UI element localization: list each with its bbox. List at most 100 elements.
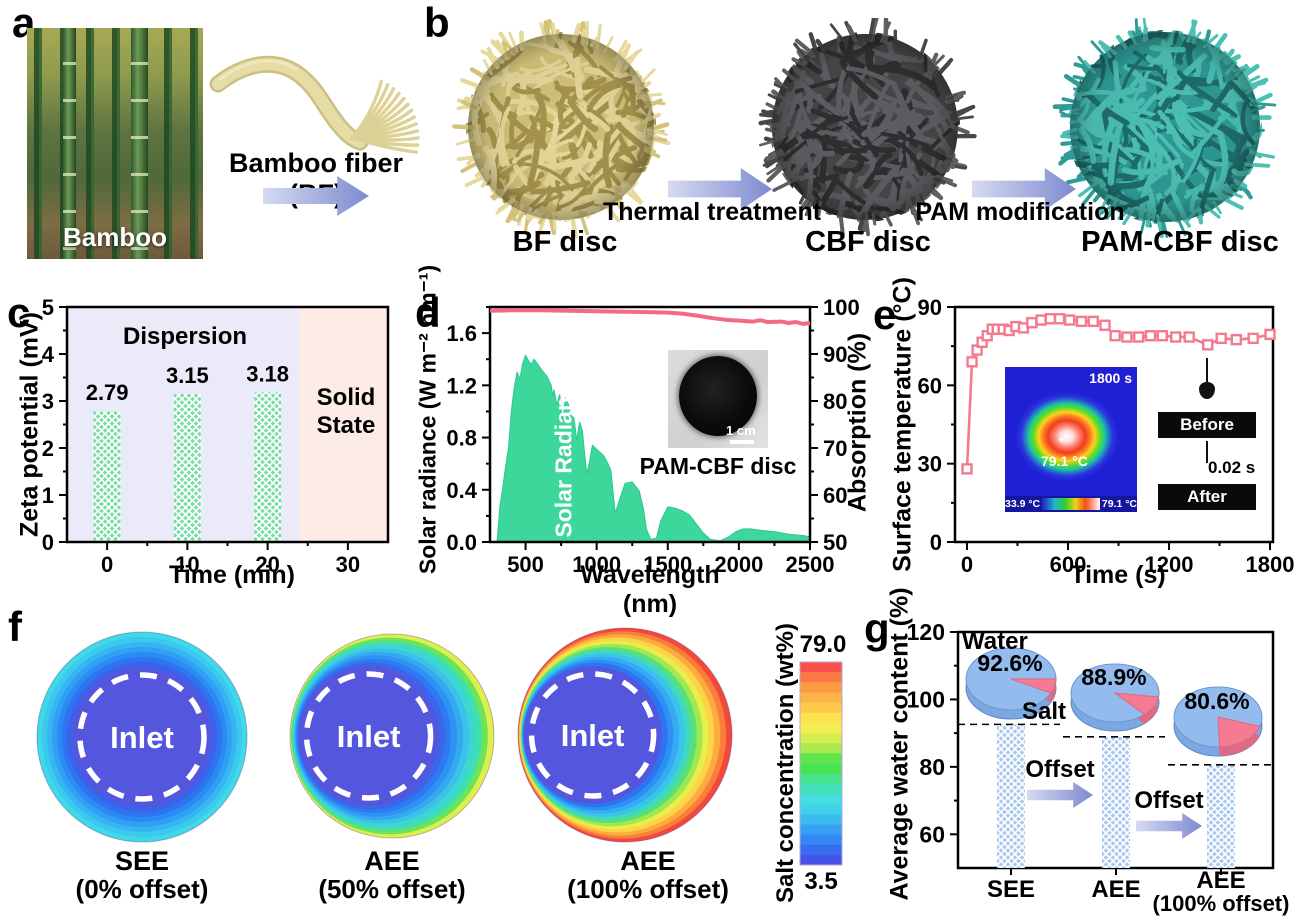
svg-text:Dispersion: Dispersion bbox=[123, 323, 247, 350]
svg-text:Inlet: Inlet bbox=[561, 718, 625, 753]
see-title: SEE bbox=[114, 846, 170, 876]
colorbar-axis-label: Salt concentration (wt%) bbox=[772, 622, 799, 904]
svg-text:120: 120 bbox=[907, 619, 945, 645]
before-image-bar: Before bbox=[1158, 412, 1256, 438]
svg-text:1800: 1800 bbox=[1246, 552, 1295, 577]
svg-text:0: 0 bbox=[930, 530, 942, 555]
scalebar-label: 1 cm bbox=[726, 423, 756, 438]
pam-modification-label: PAM modification bbox=[915, 198, 1125, 226]
svg-text:30: 30 bbox=[336, 552, 360, 577]
svg-text:Inlet: Inlet bbox=[337, 719, 401, 754]
offset-label-2: Offset bbox=[1134, 787, 1204, 814]
svg-text:4: 4 bbox=[42, 342, 55, 367]
svg-text:SEE: SEE bbox=[987, 876, 1035, 903]
svg-text:90: 90 bbox=[823, 342, 847, 367]
svg-text:(100% offset): (100% offset) bbox=[1153, 891, 1290, 916]
solar-radiance-annotation: Solar Radiance bbox=[550, 371, 577, 538]
disc-illustrations bbox=[452, 18, 1277, 238]
solar-y-axis-label: Solar radiance (W m⁻² nm⁻¹) bbox=[414, 264, 441, 575]
svg-text:Solid: Solid bbox=[317, 384, 376, 411]
water-droplet-icon bbox=[1199, 382, 1215, 399]
fiber-disc bbox=[452, 18, 671, 238]
svg-text:1000: 1000 bbox=[572, 552, 621, 577]
svg-text:80.6%: 80.6% bbox=[1184, 688, 1249, 714]
svg-text:100: 100 bbox=[823, 295, 860, 320]
water-legend-label: Water bbox=[962, 628, 1028, 655]
thermal-scale-max: 79.1 °C bbox=[1101, 498, 1137, 510]
svg-text:1: 1 bbox=[42, 483, 54, 508]
svg-text:1200: 1200 bbox=[1145, 552, 1194, 577]
svg-text:0.0: 0.0 bbox=[446, 530, 477, 555]
time-x-axis-label: Time (s) bbox=[1070, 561, 1166, 589]
contour-disc: Inlet bbox=[517, 627, 733, 843]
svg-text:3.18: 3.18 bbox=[246, 362, 289, 387]
panel-letter-c: c bbox=[7, 289, 31, 336]
thermal-treatment-label: Thermal treatment bbox=[602, 198, 822, 226]
svg-text:50: 50 bbox=[823, 530, 847, 555]
svg-text:30: 30 bbox=[918, 452, 942, 477]
svg-text:60: 60 bbox=[918, 373, 942, 398]
svg-text:5: 5 bbox=[42, 295, 54, 320]
temperature-y-axis-label: Surface temperature (°C) bbox=[888, 277, 917, 572]
pam-cbf-disc-photo: 1 cm bbox=[668, 350, 768, 448]
aee50-title: AEE bbox=[364, 846, 420, 876]
fiber-disc bbox=[1052, 18, 1277, 238]
svg-text:92.6%: 92.6% bbox=[977, 650, 1042, 676]
bamboo-fiber-illustration bbox=[209, 55, 420, 154]
svg-text:1.2: 1.2 bbox=[446, 373, 477, 398]
aee50-subtitle: (50% offset) bbox=[318, 874, 466, 904]
svg-text:0.4: 0.4 bbox=[446, 478, 477, 503]
bamboo-caption: Bamboo bbox=[63, 222, 167, 252]
svg-text:0: 0 bbox=[42, 530, 54, 555]
svg-text:AEE: AEE bbox=[1196, 867, 1245, 894]
thermal-hotspot bbox=[1005, 373, 1137, 495]
panel-letter-d: d bbox=[415, 289, 441, 336]
wavelength-x-axis-label: Wavelength (nm) bbox=[580, 561, 720, 618]
after-image-bar: After bbox=[1158, 484, 1256, 510]
thermal-scale-gradient bbox=[1042, 498, 1100, 510]
offset-label-1: Offset bbox=[1025, 756, 1095, 783]
bamboo-stalk bbox=[63, 28, 76, 259]
bamboo-photo: Bamboo bbox=[27, 28, 203, 259]
water-content-y-axis-label: Average water content (%) bbox=[885, 587, 914, 901]
svg-text:2.79: 2.79 bbox=[86, 380, 129, 405]
needle bbox=[1206, 441, 1208, 463]
aee100-title: AEE bbox=[620, 846, 676, 876]
needle bbox=[1206, 358, 1208, 386]
svg-text:State: State bbox=[317, 412, 376, 439]
svg-text:70: 70 bbox=[823, 436, 847, 461]
svg-text:80: 80 bbox=[823, 389, 847, 414]
svg-text:100: 100 bbox=[907, 686, 945, 712]
fiber-disc bbox=[758, 18, 977, 237]
inset-photo-caption: PAM-CBF disc bbox=[639, 453, 797, 479]
contour-disc: Inlet bbox=[289, 633, 495, 839]
droplet-time-label: 0.02 s bbox=[1208, 458, 1256, 477]
thermal-time-label: 1800 s bbox=[1089, 370, 1132, 386]
water-salt-pie: 92.6% bbox=[965, 647, 1057, 720]
contour-disc: Inlet bbox=[36, 631, 248, 843]
svg-text:20: 20 bbox=[255, 552, 279, 577]
cbf-disc-label: CBF disc bbox=[805, 226, 931, 258]
black-disc-image bbox=[679, 356, 757, 436]
svg-text:500: 500 bbox=[507, 552, 544, 577]
thermal-scale: 33.9 °C 79.1 °C bbox=[1005, 496, 1137, 512]
aee100-subtitle: (100% offset) bbox=[567, 874, 729, 904]
thermal-scale-min: 33.9 °C bbox=[1005, 498, 1041, 510]
svg-text:1.6: 1.6 bbox=[446, 321, 477, 346]
svg-text:2000: 2000 bbox=[714, 552, 763, 577]
svg-text:600: 600 bbox=[1050, 552, 1087, 577]
thermal-crosshair-icon: + bbox=[1058, 433, 1066, 447]
svg-text:1500: 1500 bbox=[643, 552, 692, 577]
thermal-image-inset: + 1800 s 79.1 °C 33.9 °C 79.1 °C bbox=[1005, 367, 1137, 512]
absorption-y-axis-label: Absorption (%) bbox=[843, 332, 872, 513]
pam-cbf-disc-label: PAM-CBF disc bbox=[1081, 226, 1279, 258]
svg-text:3.15: 3.15 bbox=[166, 363, 209, 388]
svg-text:88.9%: 88.9% bbox=[1081, 664, 1146, 690]
svg-text:0: 0 bbox=[101, 552, 113, 577]
panel-letter-f: f bbox=[8, 603, 22, 650]
svg-text:10: 10 bbox=[175, 552, 199, 577]
svg-text:60: 60 bbox=[823, 483, 847, 508]
surface-temperature-chart: 0 30 60 90 0 600 1200 1800 bbox=[918, 295, 1295, 577]
